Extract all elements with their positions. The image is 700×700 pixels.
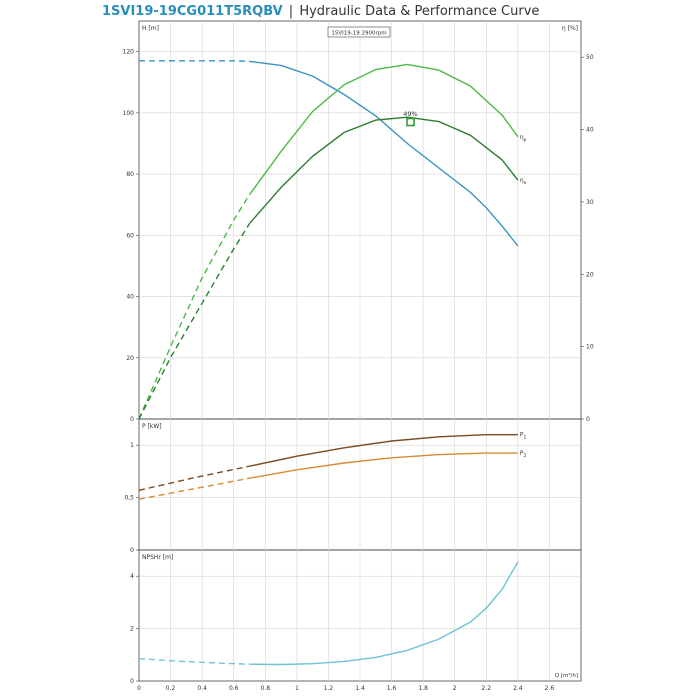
y-axis-label: P [kW] xyxy=(142,423,162,430)
y-tick-label: 2 xyxy=(130,626,134,633)
x-tick-label: 2.2 xyxy=(482,685,492,692)
y2-tick-label: 40 xyxy=(586,127,594,134)
x-tick-label: 0.6 xyxy=(229,685,239,692)
y-tick-label: 0 xyxy=(130,678,134,685)
series-label-sub: p xyxy=(524,138,527,143)
x-tick-label: 1.4 xyxy=(355,685,365,692)
series-label-main: P xyxy=(520,432,524,439)
y-tick-label: 40 xyxy=(126,294,134,301)
y2-axis-label: η [%] xyxy=(562,25,578,32)
header-separator: | xyxy=(288,4,294,19)
series-label-sub: 2 xyxy=(523,453,526,459)
series-label: P1 xyxy=(520,432,527,441)
pump-code: 1SVI19-19CG011T5RQBV xyxy=(102,4,283,19)
series-line xyxy=(249,434,518,467)
series-line-dashed xyxy=(138,658,250,665)
y2-tick-label: 0 xyxy=(586,416,590,423)
y-axis-label: H [m] xyxy=(142,25,159,32)
x-tick-label: 2.4 xyxy=(513,685,523,692)
y2-tick-label: 20 xyxy=(586,271,594,278)
series-label-sub: e xyxy=(524,181,527,186)
series-line xyxy=(248,116,519,225)
series-label-main: P xyxy=(520,450,524,457)
x-tick-label: 1 xyxy=(295,685,299,692)
y-tick-label: 4 xyxy=(130,573,134,580)
y-tick-label: 60 xyxy=(126,232,134,239)
chart-header: 1SVI19-19CG011T5RQBV | Hydraulic Data & … xyxy=(102,4,539,19)
x-tick-label: 0.8 xyxy=(261,685,271,692)
y-axis-label: NPSHr [m] xyxy=(142,554,173,561)
y2-tick-label: 30 xyxy=(586,199,594,206)
y-tick-label: 20 xyxy=(126,355,134,362)
header-subtitle: Hydraulic Data & Performance Curve xyxy=(299,4,540,19)
curve-title-box xyxy=(327,26,391,38)
x-tick-label: 1.2 xyxy=(324,685,334,692)
series-line xyxy=(249,452,518,479)
x-axis-label: Q [m³/h] xyxy=(555,672,578,679)
series-label: P2 xyxy=(520,450,527,459)
series-line-dashed xyxy=(139,60,250,63)
series-line-dashed xyxy=(138,465,250,491)
x-tick-label: 1.8 xyxy=(418,685,428,692)
y-tick-label: 0 xyxy=(130,416,134,423)
series-label-main: η xyxy=(520,177,524,184)
y-tick-label: 0 xyxy=(130,547,134,554)
series-line xyxy=(248,63,519,196)
series-line-dashed xyxy=(138,223,251,420)
x-tick-label: 1.6 xyxy=(387,685,397,692)
bep-marker xyxy=(406,117,415,127)
y-tick-label: 120 xyxy=(123,49,135,56)
x-tick-label: 0.2 xyxy=(166,685,176,692)
y-tick-label: 100 xyxy=(123,110,135,117)
series-line xyxy=(249,561,519,666)
series-label: ηp xyxy=(520,134,527,143)
x-tick-label: 2.6 xyxy=(545,685,555,692)
curve-title: 1SVI19-19 2900rpm xyxy=(331,31,386,37)
series-line-dashed xyxy=(138,477,250,500)
y2-tick-label: 10 xyxy=(586,344,594,351)
bep-annotation: 49% xyxy=(403,110,417,118)
x-tick-label: 0.4 xyxy=(197,685,207,692)
y-tick-label: 0,5 xyxy=(124,495,134,502)
series-label-main: η xyxy=(520,134,524,141)
y2-tick-label: 50 xyxy=(586,54,594,61)
series-label: ηe xyxy=(520,177,527,186)
y-tick-label: 80 xyxy=(126,171,134,178)
series-label-sub: 1 xyxy=(523,435,526,441)
y-tick-label: 1 xyxy=(130,442,134,449)
x-tick-label: 2 xyxy=(453,685,457,692)
series-line-dashed xyxy=(138,194,251,420)
x-tick-label: 0 xyxy=(137,685,141,692)
series-line xyxy=(249,60,519,247)
